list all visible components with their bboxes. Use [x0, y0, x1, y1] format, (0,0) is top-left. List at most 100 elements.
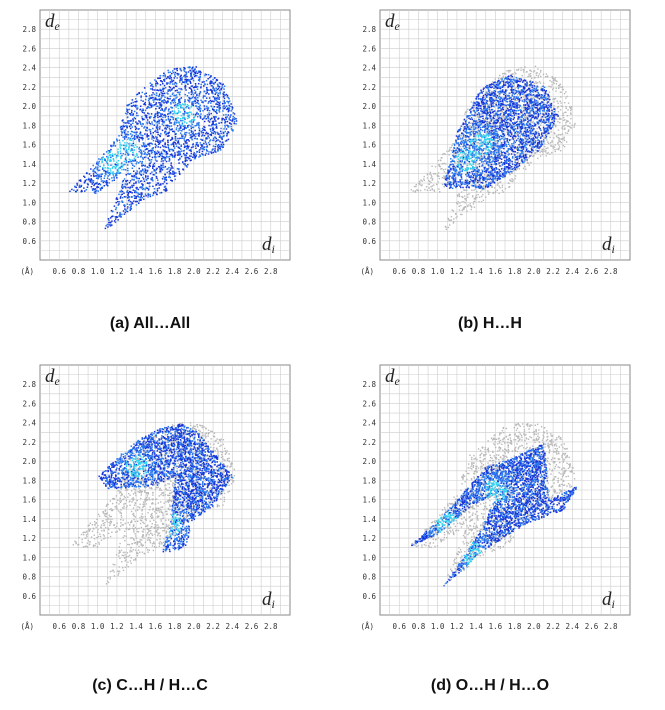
background-point	[416, 189, 417, 190]
contact-point	[73, 190, 75, 192]
contact-point	[163, 114, 165, 116]
background-point	[555, 151, 556, 152]
contact-point	[156, 138, 158, 140]
background-point	[521, 107, 522, 108]
background-point	[568, 125, 569, 126]
contact-point	[110, 170, 112, 172]
contact-point	[176, 83, 178, 85]
contact-point	[199, 130, 201, 132]
contact-point	[102, 180, 104, 182]
background-point	[473, 101, 474, 102]
background-point	[567, 109, 568, 110]
contact-point	[129, 161, 131, 163]
contact-point	[192, 133, 194, 135]
contact-point	[219, 101, 221, 103]
background-point	[559, 119, 560, 120]
background-point	[546, 148, 547, 149]
contact-point	[125, 169, 127, 171]
contact-point	[135, 156, 137, 158]
contact-point	[479, 163, 481, 165]
contact-point	[105, 225, 107, 227]
contact-point	[180, 68, 182, 70]
contact-point	[195, 85, 197, 87]
contact-point	[217, 89, 219, 91]
contact-point	[141, 126, 143, 128]
contact-point	[225, 121, 227, 123]
contact-point	[175, 136, 177, 138]
contact-point	[170, 162, 172, 164]
contact-point	[97, 169, 99, 171]
background-point	[560, 96, 561, 97]
contact-point	[229, 119, 231, 121]
background-point	[492, 81, 493, 82]
contact-point	[79, 180, 81, 182]
background-point	[547, 152, 548, 153]
background-point	[497, 183, 498, 184]
contact-point	[119, 142, 121, 144]
background-point	[488, 100, 489, 101]
contact-point	[207, 133, 209, 135]
contact-point	[174, 121, 176, 123]
background-point	[476, 191, 477, 192]
contact-point	[152, 195, 154, 197]
background-point	[565, 132, 566, 133]
contact-point	[132, 126, 134, 128]
contact-point	[118, 203, 120, 205]
contact-point	[126, 142, 128, 144]
contact-point	[168, 132, 170, 134]
contact-point	[188, 79, 190, 81]
contact-point	[128, 193, 130, 195]
contact-point	[186, 106, 188, 108]
contact-point	[143, 199, 145, 201]
background-point	[558, 88, 559, 89]
contact-point	[164, 159, 166, 161]
contact-point	[179, 143, 181, 145]
contact-point	[110, 151, 112, 153]
contact-point	[188, 67, 190, 69]
contact-point	[180, 118, 182, 120]
contact-point	[143, 104, 145, 106]
background-point	[471, 110, 472, 111]
contact-point	[219, 109, 221, 111]
background-point	[571, 125, 572, 126]
background-point	[454, 152, 455, 153]
contact-point	[161, 108, 163, 110]
y-tick-label: 1.2	[362, 179, 376, 188]
contact-point	[133, 140, 135, 142]
contact-point	[129, 126, 131, 128]
contact-point	[122, 136, 124, 138]
contact-point	[518, 90, 520, 92]
background-point	[496, 102, 497, 103]
contact-point	[144, 115, 146, 117]
contact-point	[198, 135, 200, 137]
contact-point	[190, 74, 192, 76]
background-point	[483, 186, 484, 187]
contact-point	[483, 134, 485, 136]
contact-point	[160, 84, 162, 86]
background-point	[461, 191, 462, 192]
contact-point	[193, 119, 195, 121]
background-point	[516, 87, 517, 88]
contact-point	[131, 196, 133, 198]
background-point	[499, 187, 500, 188]
background-point	[558, 85, 559, 86]
contact-point	[75, 187, 77, 189]
contact-point	[129, 139, 131, 141]
contact-point	[125, 122, 127, 124]
background-point	[516, 69, 517, 70]
contact-point	[117, 149, 119, 151]
contact-point	[112, 145, 114, 147]
contact-point	[159, 153, 161, 155]
background-point	[484, 187, 485, 188]
contact-point	[197, 100, 199, 102]
contact-point	[116, 177, 118, 179]
contact-point	[233, 116, 235, 118]
contact-point	[125, 212, 127, 214]
contact-point	[95, 167, 97, 169]
contact-point	[531, 103, 533, 105]
contact-point	[104, 175, 106, 177]
contact-point	[111, 216, 113, 218]
contact-point	[138, 189, 140, 191]
background-point	[454, 162, 455, 163]
